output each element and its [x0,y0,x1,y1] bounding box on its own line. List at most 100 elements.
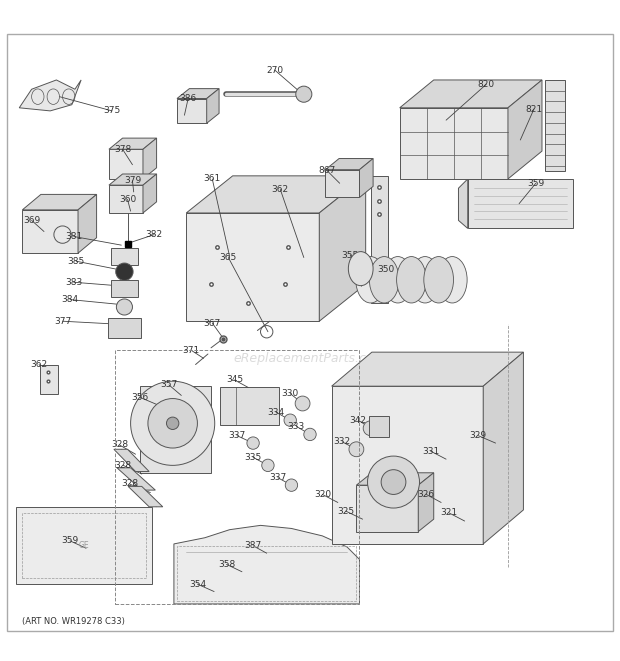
Text: 369: 369 [23,216,40,225]
Circle shape [349,442,364,457]
Polygon shape [360,159,373,198]
Polygon shape [143,174,157,213]
Circle shape [117,299,133,315]
Polygon shape [508,80,542,179]
Text: (ART NO. WR19278 C33): (ART NO. WR19278 C33) [22,617,125,626]
Polygon shape [332,352,523,386]
Text: 377: 377 [54,317,71,326]
Circle shape [262,459,274,471]
Polygon shape [140,386,211,473]
Text: 387: 387 [244,541,262,550]
Text: 357: 357 [161,381,177,389]
Text: 350: 350 [377,265,394,274]
Text: 335: 335 [244,453,262,462]
Polygon shape [177,89,219,98]
Ellipse shape [424,256,453,303]
Text: 331: 331 [422,447,439,455]
FancyBboxPatch shape [111,249,138,265]
Ellipse shape [370,256,399,303]
Polygon shape [22,210,78,253]
Ellipse shape [356,256,386,303]
Text: 270: 270 [266,65,283,75]
Ellipse shape [348,252,373,286]
Text: 329: 329 [470,431,487,440]
Text: 321: 321 [441,508,458,518]
Circle shape [363,421,378,436]
Polygon shape [19,80,81,111]
Polygon shape [319,176,366,321]
Text: 381: 381 [65,232,82,241]
Circle shape [381,470,406,494]
Text: 325: 325 [337,506,355,516]
Text: 328: 328 [121,479,138,488]
Polygon shape [206,89,219,123]
Text: 333: 333 [288,422,305,431]
Polygon shape [143,138,157,179]
Text: 821: 821 [525,104,542,114]
Polygon shape [483,352,523,544]
Polygon shape [418,473,434,531]
Text: 867: 867 [319,167,336,175]
Polygon shape [109,149,143,179]
Polygon shape [109,185,143,213]
Text: GE: GE [79,541,89,550]
Text: 820: 820 [478,80,495,89]
Text: 355: 355 [342,251,359,260]
Polygon shape [109,138,157,149]
Text: 337: 337 [228,431,246,440]
Polygon shape [114,449,149,471]
Text: 328: 328 [111,440,128,449]
Text: 385: 385 [68,256,85,266]
FancyBboxPatch shape [108,318,141,338]
Polygon shape [356,485,419,531]
Polygon shape [326,170,360,198]
Text: 384: 384 [61,295,79,304]
Polygon shape [177,98,206,123]
Text: 383: 383 [65,278,82,287]
Text: 332: 332 [334,438,351,446]
Text: 358: 358 [218,560,235,569]
Polygon shape [128,486,163,507]
Polygon shape [117,468,156,490]
Text: 371: 371 [183,346,200,355]
Text: 330: 330 [281,389,299,398]
Text: 354: 354 [189,580,206,589]
Text: 345: 345 [226,375,243,385]
Polygon shape [400,80,542,108]
Polygon shape [326,159,373,170]
Polygon shape [458,179,467,229]
Text: 326: 326 [418,490,435,499]
Bar [545,80,565,171]
FancyBboxPatch shape [111,280,138,297]
Polygon shape [16,507,153,584]
Circle shape [167,417,179,430]
Text: 378: 378 [114,145,131,154]
Polygon shape [220,387,279,424]
Text: 367: 367 [203,319,221,328]
Ellipse shape [397,256,427,303]
Polygon shape [356,473,434,485]
Polygon shape [109,174,157,185]
Circle shape [295,396,310,411]
Circle shape [285,479,298,491]
Text: 362: 362 [272,185,289,194]
Text: 365: 365 [219,253,237,262]
Circle shape [296,86,312,102]
Polygon shape [400,108,508,179]
Polygon shape [371,176,388,303]
Circle shape [304,428,316,441]
Text: 359: 359 [527,178,544,188]
Text: 337: 337 [269,473,286,483]
Polygon shape [186,213,319,321]
Circle shape [247,437,259,449]
Polygon shape [369,416,389,437]
Text: 360: 360 [119,195,136,204]
Polygon shape [332,386,483,544]
Text: 356: 356 [131,393,149,402]
Circle shape [131,381,215,465]
Ellipse shape [438,256,467,303]
Text: 342: 342 [350,416,367,425]
Text: eReplacementParts.com: eReplacementParts.com [234,352,386,365]
Polygon shape [467,179,573,229]
Circle shape [284,414,296,426]
